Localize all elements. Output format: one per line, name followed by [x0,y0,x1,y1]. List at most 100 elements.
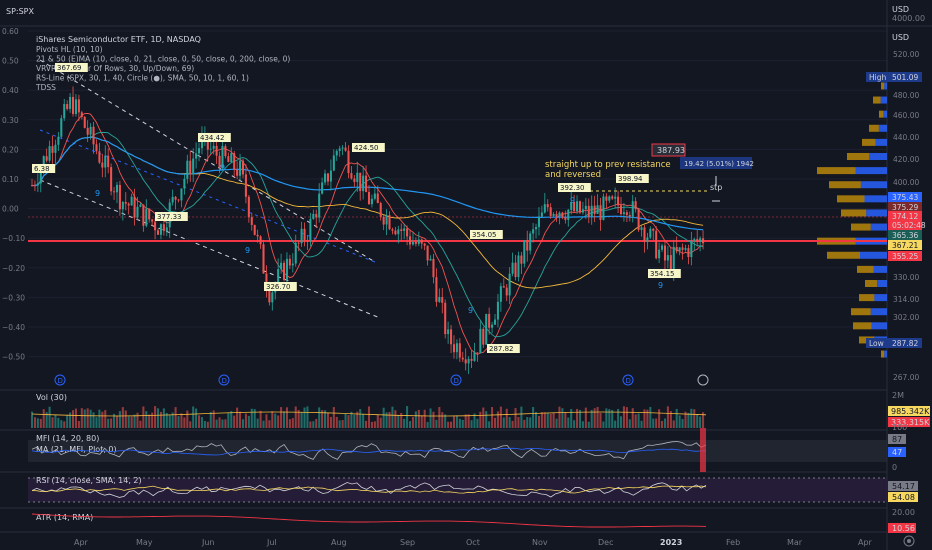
price-tag-value: 374.12 [892,212,918,221]
candle-body [115,184,119,193]
time-axis-label: Jul [266,538,277,547]
candle-body [303,228,306,240]
candle-body [309,218,312,241]
dividend-marker[interactable] [450,374,462,386]
candle-body [39,168,42,184]
candle-body [411,242,414,245]
volume-bar [171,412,174,428]
candle-body [233,153,236,170]
rsi-line [31,482,707,498]
candle-body [596,205,599,214]
volume-bar [262,420,265,428]
candle-body [151,219,154,222]
volume-bar [124,410,127,428]
candle-body [212,145,215,149]
candle-body [227,156,230,162]
candle-body [250,217,253,225]
candle-body [306,239,309,241]
left-axis-tick: −0.10 [2,234,25,243]
indicator-label[interactable]: Pivots HL (10, 10) [36,45,103,54]
vrvp-bar-down [859,294,875,302]
rsi-tag-1-bg [888,481,918,491]
volume-bar [491,407,494,428]
volume-bar [429,408,432,428]
dividend-marker[interactable] [622,374,634,386]
right-axis-tick: 400.00 [893,178,919,187]
candle-body [186,160,189,179]
candle-body [63,104,66,119]
volume-bar [488,421,491,428]
volume-bar [628,419,631,428]
candle-body [332,155,335,171]
mfi-tag-1-bg [888,434,906,444]
atr-axis-tick: 20.00 [892,508,915,517]
price-tag-bg [888,251,922,261]
volume-bar [259,410,262,428]
indicator-label[interactable]: RS-Line (SPX, 30, 1, 40, Circle (●), SMA… [36,74,249,83]
candle-body [511,262,514,274]
time-axis[interactable]: Apr May Jun Jul Aug Sep Oct Nov Dec 2023 Feb Mar Apr [74,538,873,547]
right-axis-tick: 314.00 [893,295,919,304]
volume-bar [77,421,80,428]
volume-bar [45,412,48,428]
candle-body [282,262,286,280]
volume-bar [438,407,441,428]
split-icon[interactable] [697,374,709,386]
candle-body [488,313,491,328]
candle-body [218,155,221,168]
candle-body [666,255,669,261]
candle-body [344,147,347,151]
price-tag-value: 501.09 [892,73,918,82]
volume-bar [277,415,280,428]
candle-body [362,175,365,192]
volume-bar [549,413,552,428]
pivot-label: 6.38 [34,165,50,173]
candle-body [382,216,385,225]
candle-body [69,96,72,109]
volume-bar [376,414,379,428]
volume-bar [148,414,151,428]
volume-bar [602,421,605,428]
volume-bar [634,414,637,428]
vrvp-bar-up [871,322,887,330]
volume-bar [444,414,447,428]
volume-bar [696,414,699,428]
pivot-label: 424.50 [354,144,379,152]
candle-body [72,96,75,114]
volume-bar [203,420,206,428]
pivot-label: 367.69 [57,64,82,72]
volume-bar [110,418,113,428]
volume-bar [690,408,693,428]
indicator-label[interactable]: 21 & 50 (E)MA (10, close, 0, 21, close, … [36,55,290,64]
volume-bar [265,414,268,428]
candle-body [637,209,640,230]
candle-body [423,243,426,246]
candle-body [438,297,441,302]
volume-bar [514,408,517,428]
candle-body [66,104,69,109]
volume-bar [189,421,192,428]
volume-bar [619,416,623,428]
volume-tag-2-bg [888,417,930,427]
candle-body [406,228,409,237]
candle-body [652,228,655,231]
volume-bar [535,411,538,428]
settings-icon[interactable] [903,535,915,547]
dividend-marker[interactable] [218,374,230,386]
volume-bar [702,412,705,428]
dividend-marker[interactable] [54,374,66,386]
candle-body [48,146,51,161]
candle-body [321,182,324,194]
indicator-label[interactable]: VRVP (Number Of Rows, 30, Up/Down, 69) [36,64,194,73]
indicator-label[interactable]: TDSS [35,83,56,92]
volume-bar [247,415,250,428]
rsi-band [28,478,887,502]
candle-body [543,204,546,213]
vrvp-bar-up [878,124,887,132]
candle-body [370,198,373,205]
candle-body [400,229,403,231]
volume-bar [139,420,142,428]
volume-bar [461,419,464,428]
pivot-label-bg [55,63,88,72]
volume-bar [675,408,678,428]
